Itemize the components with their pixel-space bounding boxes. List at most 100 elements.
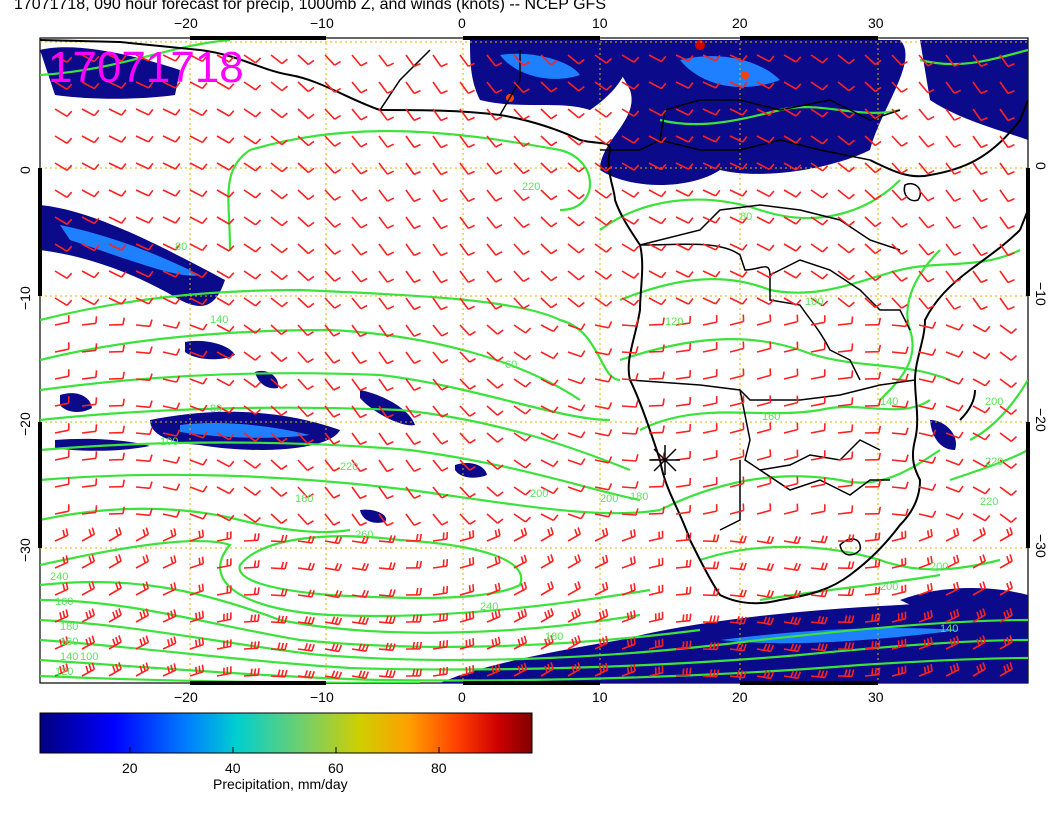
wind-barb: [648, 243, 667, 252]
border-1: [639, 243, 861, 381]
wind-barb: [324, 616, 343, 626]
wind-barb: [729, 341, 745, 353]
wind-barb: [729, 395, 745, 407]
wind-barb: [297, 189, 315, 201]
wind-barb: [972, 270, 988, 284]
wind-barb: [540, 162, 558, 174]
wind-barb: [216, 189, 235, 198]
wind-barb: [486, 297, 503, 310]
wind-barb: [594, 243, 613, 253]
wind-barb: [648, 317, 665, 326]
wind-barb: [729, 189, 748, 197]
wind-barb: [378, 243, 395, 256]
wind-barb: [540, 270, 558, 282]
wind-barb: [216, 405, 235, 414]
wind-barb: [135, 527, 150, 542]
wind-barb: [729, 562, 747, 571]
wind-barb: [351, 670, 370, 679]
wind-barb: [351, 589, 370, 598]
wind-barb: [783, 368, 799, 380]
wind-barb: [675, 108, 694, 116]
wind-barb: [486, 663, 501, 677]
wind-barb: [783, 616, 802, 626]
wind-barb: [405, 614, 423, 623]
wind-barb: [567, 662, 581, 677]
wind-barb: [324, 54, 342, 66]
wind-barb: [675, 270, 694, 278]
wind-barb: [513, 162, 530, 175]
wind-barb: [432, 324, 449, 337]
wind-barb: [567, 431, 586, 439]
wind-barb: [729, 243, 748, 251]
frame-ticks: [38, 36, 1030, 685]
wind-barb: [702, 216, 721, 224]
wind-barb: [297, 135, 315, 147]
wind-barb: [513, 81, 530, 94]
wind-barb: [216, 486, 235, 495]
wind-barb: [837, 216, 855, 227]
wind-barb: [567, 527, 581, 542]
wind-barb: [567, 554, 581, 569]
wind-barb: [189, 664, 205, 677]
wind-barb: [243, 270, 262, 280]
wind-barb: [513, 554, 528, 569]
wind-barb: [837, 561, 855, 570]
madagascar: [959, 389, 976, 421]
wind-barb: [540, 216, 558, 228]
wind-barb: [540, 351, 559, 360]
wind-barb: [108, 425, 125, 434]
wind-barb: [594, 54, 613, 64]
precip-core-4: [680, 56, 780, 88]
wind-barb: [783, 395, 799, 407]
wind-barb: [837, 615, 855, 624]
wind-barb: [675, 478, 692, 488]
wind-barb: [486, 351, 504, 362]
wind-barb: [162, 582, 177, 596]
wind-barb: [891, 216, 908, 228]
contour-label: 220: [985, 456, 1003, 468]
wind-barb: [378, 562, 396, 571]
wind-barb: [783, 670, 802, 680]
bottom-lon-labels: −20 −10 0 10 20 30: [174, 689, 884, 705]
wind-barb: [702, 477, 718, 488]
contour-label: 220: [340, 461, 358, 473]
wind-barbs: [54, 54, 1018, 680]
wind-barb: [378, 189, 395, 202]
wind-barb: [945, 662, 960, 677]
wind-barb: [81, 270, 100, 279]
wind-barb: [54, 609, 69, 623]
wind-barb: [432, 405, 449, 418]
wind-barb: [216, 216, 235, 225]
wind-barb: [405, 432, 421, 446]
wind-barb: [189, 610, 205, 623]
wind-barb: [945, 243, 962, 256]
border-2: [629, 379, 916, 401]
wind-barb: [135, 135, 154, 143]
wind-barb: [216, 135, 235, 144]
wind-barb: [999, 81, 1015, 95]
wind-barb: [999, 513, 1018, 523]
wind-barb: [135, 635, 150, 650]
wind-barb: [459, 584, 475, 596]
wind-barb: [216, 378, 235, 387]
wind-barb: [594, 581, 609, 596]
wind-barb: [999, 351, 1018, 361]
wind-barb: [459, 324, 476, 336]
wind-barb: [162, 81, 181, 89]
wind-barb: [972, 108, 988, 122]
border-9: [379, 49, 521, 116]
wind-barb: [675, 343, 692, 353]
wind-barb: [324, 351, 341, 364]
wind-barb: [162, 54, 181, 62]
wind-barb: [891, 454, 909, 463]
wind-barb: [540, 378, 559, 387]
wind-barb: [945, 216, 962, 229]
wind-barb: [567, 54, 585, 65]
border-6: [600, 139, 871, 161]
wind-barb: [918, 528, 933, 542]
wind-barb: [243, 641, 260, 650]
wind-barb: [783, 562, 802, 572]
wind-barb: [486, 486, 504, 497]
wind-barb: [972, 297, 988, 311]
wind-barb: [216, 351, 235, 360]
